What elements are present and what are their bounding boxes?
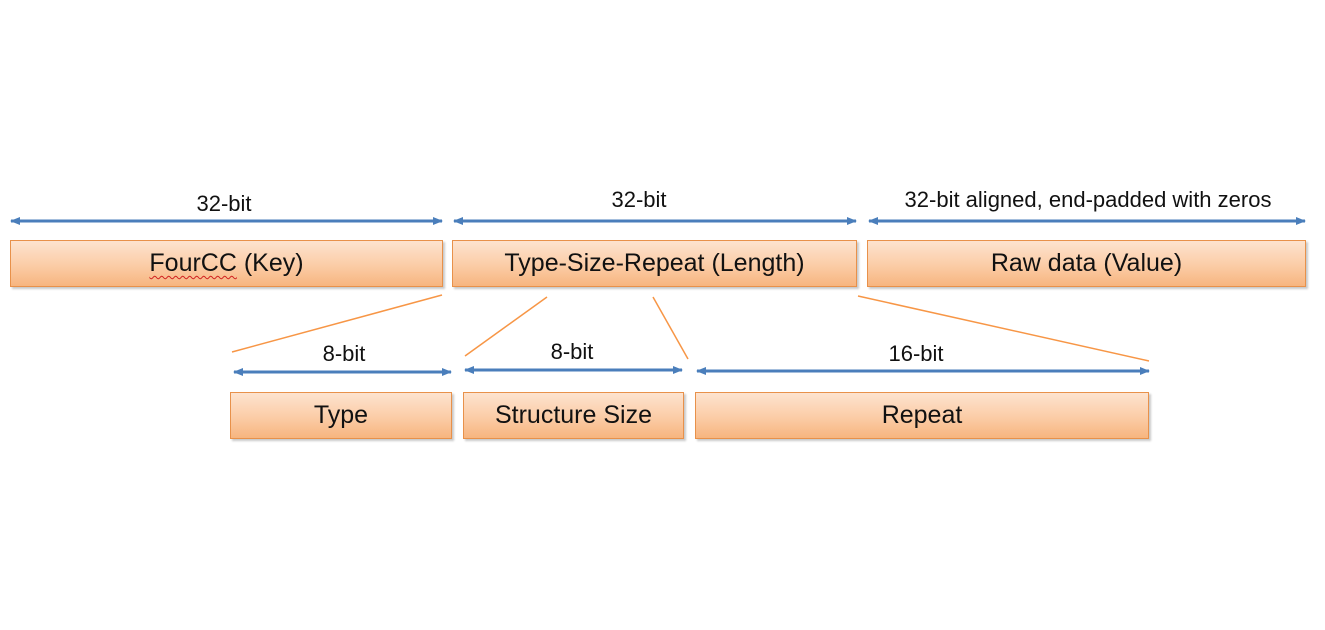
repeat-box: Repeat: [695, 392, 1149, 439]
length-width-label: 32-bit: [611, 187, 667, 212]
structure-size-box: Structure Size: [463, 392, 684, 439]
expansion-line-left: [231, 294, 443, 353]
type-label: Type: [313, 401, 369, 429]
repeat-width-label: 16-bit: [888, 341, 944, 366]
value-width-label: 32-bit aligned, end-padded with zeros: [904, 187, 1272, 212]
repeat-label: Repeat: [881, 401, 963, 429]
expansion-line-inner-right: [652, 296, 689, 360]
fourcc-key-suffix: (Key): [236, 249, 304, 277]
raw-data-value-box: Raw data (Value): [867, 240, 1306, 287]
type-size-repeat-length-label: Type-Size-Repeat (Length): [504, 249, 805, 277]
expansion-line-right: [857, 295, 1150, 362]
expansion-line-inner-left: [464, 296, 548, 357]
type-size-repeat-length-box: Type-Size-Repeat (Length): [452, 240, 857, 287]
structure-size-width-label: 8-bit: [550, 339, 594, 364]
raw-data-value-label: Raw data (Value): [990, 249, 1183, 277]
type-width-label: 8-bit: [322, 341, 366, 366]
fourcc-key-box: FourCC (Key): [10, 240, 443, 287]
fourcc-term: FourCC: [149, 249, 237, 277]
key-width-label: 32-bit: [196, 191, 252, 216]
fourcc-key-label: FourCC (Key): [149, 249, 303, 278]
structure-size-label: Structure Size: [494, 401, 652, 429]
type-box: Type: [230, 392, 452, 439]
